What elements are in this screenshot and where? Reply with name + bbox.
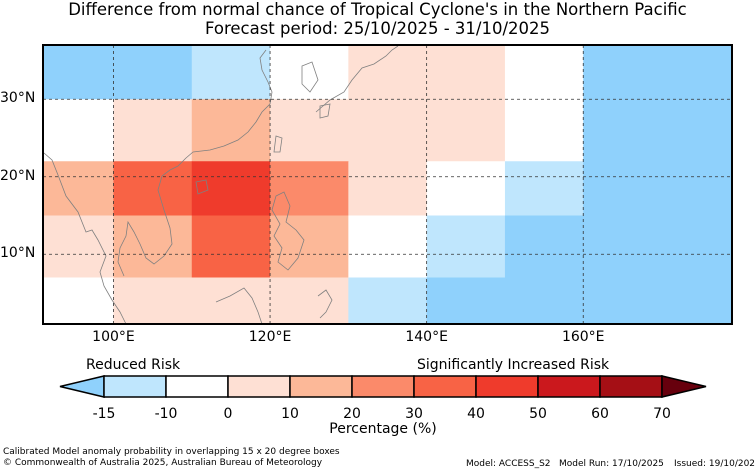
gridlines [43, 45, 732, 324]
japan-kyushu [319, 103, 331, 119]
model-run: Model Run: 17/10/2025 [559, 459, 664, 469]
method-note: Calibrated Model anomaly probability in … [3, 447, 340, 457]
hainan [195, 179, 209, 195]
lat-label: 30°N [0, 90, 36, 107]
risk-cell [504, 215, 733, 278]
lon-label: 100°E [92, 329, 135, 345]
risk-cell [113, 215, 193, 278]
colorbar-high-extend [661, 375, 707, 398]
china-east-coast [192, 49, 273, 153]
risk-cell [348, 161, 428, 216]
risk-cell [43, 99, 114, 162]
colorbar [59, 375, 707, 398]
colorbar-box [227, 375, 291, 398]
risk-cell [191, 99, 271, 162]
forecast-period: Forecast period: 25/10/2025 - 31/10/2025 [204, 19, 551, 38]
risk-cell [113, 277, 349, 325]
risk-cell [191, 45, 271, 100]
risk-cell [191, 161, 271, 216]
indochina-coast [117, 151, 194, 277]
colorbar-tick: 30 [405, 406, 423, 422]
colorbar-tick: 0 [223, 406, 233, 422]
taiwan [273, 135, 283, 153]
colorbar-tick: 40 [467, 406, 485, 422]
risk-cell [191, 215, 271, 278]
colorbar-box [475, 375, 539, 398]
colorbar-tick: 70 [653, 406, 671, 422]
risk-cell [504, 45, 584, 100]
coastlines [43, 45, 399, 325]
risk-cell [426, 161, 506, 216]
risk-cell [270, 161, 349, 216]
risk-cell [270, 45, 349, 100]
colorbar-box [289, 375, 353, 398]
colorbar-tick: 60 [591, 406, 609, 422]
risk-cells [43, 45, 733, 325]
lon-label: 160°E [561, 329, 605, 345]
colorbar-tick: 50 [529, 406, 547, 422]
risk-cell [43, 45, 193, 100]
mainland-asia-coast [43, 152, 127, 325]
colorbar-tick: 10 [281, 406, 299, 422]
lon-label: 120°E [248, 329, 292, 345]
risk-cell [113, 161, 193, 216]
model-name: Model: ACCESS_S2 [466, 459, 551, 469]
risk-cell [583, 161, 733, 216]
lon-label: 140°E [405, 329, 448, 345]
risk-cell [426, 277, 733, 325]
colorbar-box [537, 375, 601, 398]
colorbar-tick: 20 [343, 406, 361, 422]
colorbar-tick: -10 [154, 406, 178, 422]
increased-risk-caption: Significantly Increased Risk [417, 357, 610, 373]
lat-label: 20°N [0, 167, 36, 184]
colorbar-box [599, 375, 663, 398]
risk-cell [113, 99, 193, 162]
issued-date: Issued: 19/10/2025 [674, 459, 755, 469]
colorbar-tick: -15 [92, 406, 116, 422]
map-frame [42, 44, 733, 325]
reduced-risk-caption: Reduced Risk [86, 357, 181, 373]
colorbar-box [165, 375, 229, 398]
lat-label: 10°N [0, 245, 36, 262]
japan [315, 45, 399, 113]
risk-cell [43, 215, 114, 278]
colorbar-low-extend [59, 375, 105, 398]
risk-cell [270, 99, 506, 162]
philippines [271, 191, 305, 271]
colorbar-box [351, 375, 415, 398]
risk-cell [583, 45, 733, 100]
risk-cell [43, 277, 114, 325]
risk-cell [583, 99, 733, 162]
risk-cell [270, 215, 349, 278]
copyright: © Commonwealth of Australia 2025, Austra… [3, 458, 323, 468]
korea [301, 61, 319, 93]
risk-cell [348, 45, 506, 100]
sulawesi [317, 289, 333, 319]
risk-cell [348, 215, 428, 278]
risk-cell [348, 277, 428, 325]
risk-cell [504, 99, 584, 162]
colorbar-box [103, 375, 167, 398]
chart-title: Difference from normal chance of Tropica… [68, 0, 687, 19]
risk-cell [43, 161, 114, 216]
risk-cell [504, 161, 584, 216]
colorbar-box [413, 375, 477, 398]
colorbar-label: Percentage (%) [329, 421, 437, 437]
borneo [215, 287, 263, 325]
risk-cell [426, 215, 506, 278]
